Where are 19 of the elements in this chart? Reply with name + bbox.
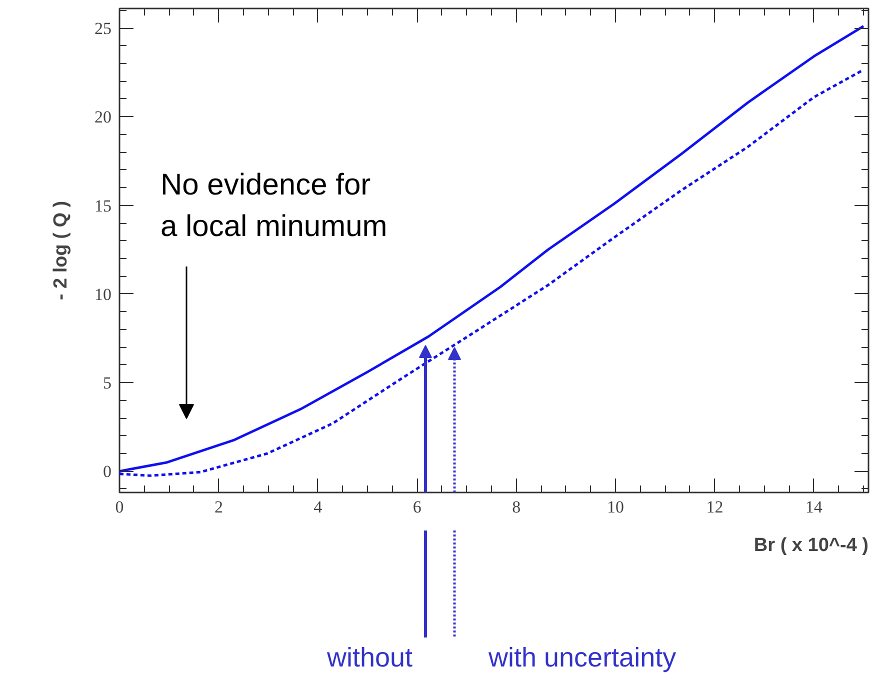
x-tick-label: 4 [314, 498, 323, 516]
y-tick-label: 5 [103, 374, 112, 393]
y-tick-label: 15 [94, 196, 112, 216]
y-axis-title: - 2 log ( Q ) [50, 200, 72, 300]
x-tick-label: 12 [706, 498, 724, 516]
x-tick-label: 10 [607, 498, 624, 516]
x-tick-label: 14 [805, 498, 823, 516]
y-tick-label: 25 [94, 19, 112, 38]
x-axis-title: Br ( x 10^-4 ) [754, 535, 869, 556]
text: with uncertainty [488, 642, 677, 672]
x-tick-label: 8 [512, 498, 521, 516]
y-tick-label: 0 [103, 462, 112, 482]
x-tick-label: 0 [115, 498, 124, 516]
y-tick-label: 10 [94, 284, 112, 304]
x-tick-label: 6 [412, 498, 422, 516]
y-tick-label: 20 [94, 108, 112, 127]
x-tick-label: 2 [214, 498, 223, 516]
annotation: No evidence for a local minumum [160, 168, 388, 243]
text: without [326, 642, 413, 672]
